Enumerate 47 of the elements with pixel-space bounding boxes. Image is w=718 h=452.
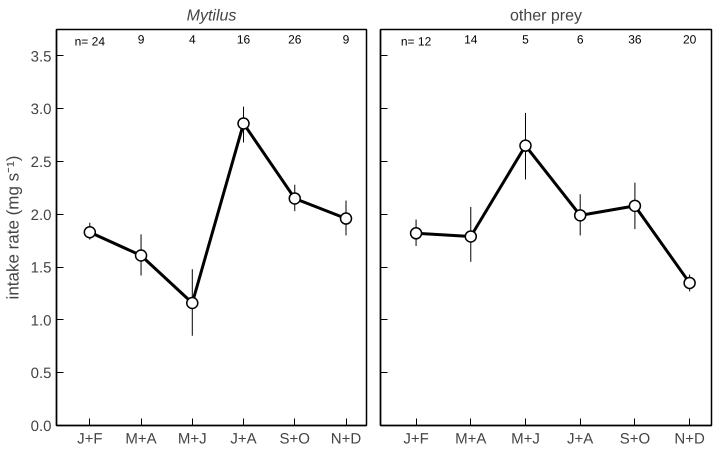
point [574, 209, 586, 222]
y-tick-label: 2.5 [30, 154, 52, 171]
x-tick-label: M+J [511, 430, 540, 448]
point [683, 276, 696, 290]
y-axis-title: intake rate (mg s⁻¹) [4, 156, 23, 300]
y-tick-label: 0.0 [30, 418, 52, 435]
x-tick-label: M+A [125, 430, 157, 448]
point [84, 226, 96, 238]
x-tick-label: M+J [178, 430, 207, 448]
chart-title: other prey [510, 8, 582, 24]
y-tick-label: 3.5 [30, 48, 52, 66]
y-tick-label: 0.5 [30, 365, 52, 382]
annotation: 16 [236, 32, 251, 46]
annotation: 5 [522, 32, 530, 46]
annotation: n= 24 [74, 34, 106, 48]
point [288, 192, 302, 205]
x-tick-label: M+A [455, 430, 486, 448]
point [464, 230, 478, 243]
annotation: n= 12 [400, 34, 432, 48]
annotation: 6 [576, 32, 584, 46]
y-tick-label: 2.0 [30, 206, 52, 224]
x-tick-label: J+A [230, 430, 257, 448]
point [628, 200, 642, 212]
annotation: 20 [682, 32, 697, 46]
annotation: 26 [288, 32, 302, 46]
x-tick-label: N+D [330, 430, 362, 448]
x-tick-label: N+D [674, 430, 705, 448]
y-tick-label: 1.0 [30, 312, 52, 330]
annotation: 14 [464, 32, 478, 46]
point [237, 117, 250, 130]
x-tick-label: S+O [280, 430, 310, 448]
point [519, 139, 532, 152]
y-tick-label: 3.0 [30, 101, 52, 118]
y-tick-label: 1.5 [30, 260, 52, 277]
x-tick-label: J+A [567, 430, 594, 448]
annotation: 9 [138, 32, 145, 46]
annotation: 9 [342, 32, 350, 46]
point [410, 227, 422, 240]
chart-title: Mytilus [186, 8, 236, 24]
x-tick-label: S+O [620, 430, 650, 448]
point [186, 296, 199, 310]
annotation: 36 [628, 32, 642, 46]
x-tick-label: J+F [77, 430, 103, 448]
point [340, 212, 352, 225]
point [134, 249, 148, 262]
x-tick-label: J+F [403, 430, 429, 448]
annotation: 4 [188, 32, 196, 46]
